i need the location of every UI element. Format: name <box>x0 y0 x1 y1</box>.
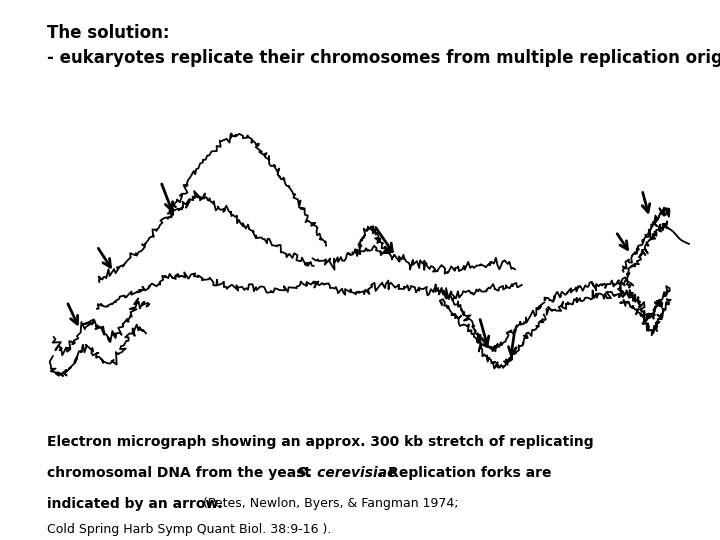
Text: chromosomal DNA from the yeast: chromosomal DNA from the yeast <box>47 466 316 480</box>
Text: S. cerevisiae: S. cerevisiae <box>297 466 397 480</box>
Text: (Petes, Newlon, Byers, & Fangman 1974;: (Petes, Newlon, Byers, & Fangman 1974; <box>199 497 459 510</box>
Text: . Replication forks are: . Replication forks are <box>378 466 552 480</box>
Text: indicated by an arrow.: indicated by an arrow. <box>47 497 222 511</box>
Text: Cold Spring Harb Symp Quant Biol. 38:9-16 ).: Cold Spring Harb Symp Quant Biol. 38:9-1… <box>47 523 331 536</box>
Text: Electron micrograph showing an approx. 300 kb stretch of replicating: Electron micrograph showing an approx. 3… <box>47 435 593 449</box>
Text: The solution:: The solution: <box>47 24 169 42</box>
Text: - eukaryotes replicate their chromosomes from multiple replication origins: - eukaryotes replicate their chromosomes… <box>47 49 720 66</box>
